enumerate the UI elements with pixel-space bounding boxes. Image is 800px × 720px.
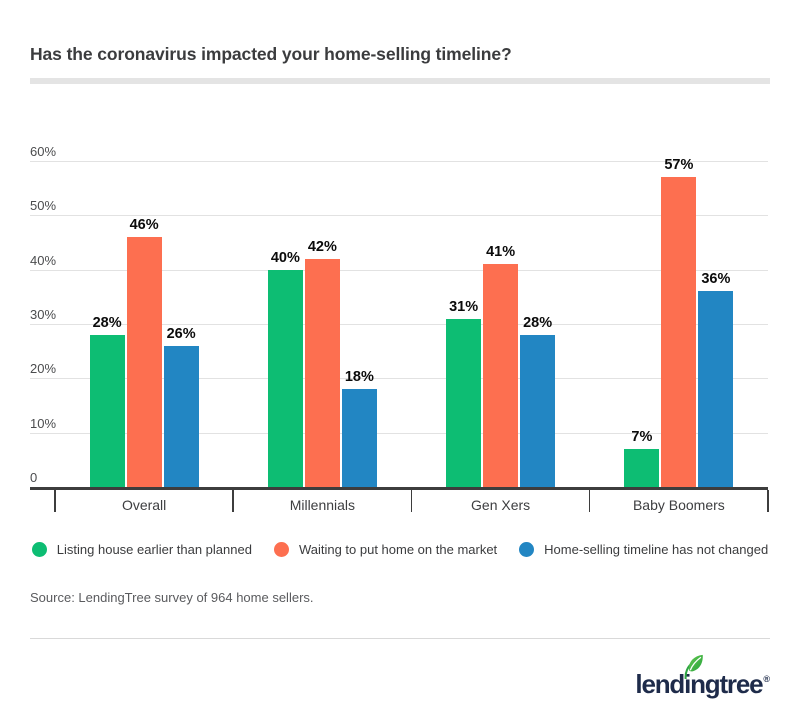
bar-value-label: 31% [449, 298, 479, 315]
y-axis-label: 10% [30, 416, 57, 431]
legend-marker-orange-icon [273, 541, 289, 557]
y-axis-label: 20% [30, 361, 57, 376]
bar-blue [163, 345, 199, 487]
bar-value-label: 26% [166, 325, 196, 342]
bar-green [624, 448, 660, 487]
bar-orange [483, 264, 519, 487]
gridline [30, 324, 768, 325]
gridline [30, 215, 768, 216]
footer-divider [30, 638, 770, 639]
x-axis-category-label: Gen Xers [471, 497, 531, 513]
x-axis-line [30, 487, 768, 490]
x-axis-category-label: Millennials [289, 497, 356, 513]
x-axis-category-label: Overall [121, 497, 167, 513]
bar-green [446, 318, 482, 487]
gridline [30, 161, 768, 162]
bar-value-label: 46% [129, 217, 159, 234]
legend-item: Home-selling timeline has not changed [519, 541, 769, 557]
bar-value-label: 41% [486, 244, 516, 261]
legend-item: Listing house earlier than planned [31, 541, 252, 557]
y-axis-label: 60% [30, 144, 57, 159]
x-axis-category-label: Baby Boomers [632, 497, 725, 513]
bar-value-label: 57% [664, 157, 694, 174]
bar-value-label: 18% [344, 369, 374, 386]
bar-green [267, 269, 303, 487]
legend-label: Listing house earlier than planned [56, 541, 252, 557]
bar-orange [126, 237, 162, 487]
chart-legend: Listing house earlier than planned Waitin… [30, 538, 770, 560]
bar-orange [304, 258, 340, 487]
logo-wordmark-wrap: lendingtree® [635, 654, 770, 702]
gridline [30, 433, 768, 434]
legend-marker-blue-icon [519, 541, 535, 557]
y-axis-label: 30% [30, 307, 57, 322]
gridline [30, 378, 768, 379]
y-axis-label: 0 [30, 470, 38, 485]
bar-blue [520, 334, 556, 487]
bar-value-label: 7% [631, 428, 653, 445]
registered-trademark-icon: ® [763, 674, 770, 684]
legend-label: Waiting to put home on the market [298, 541, 498, 557]
chart-title: Has the coronavirus impacted your home-s… [30, 44, 512, 64]
source-note: Source: LendingTree survey of 964 home s… [30, 590, 314, 605]
legend-item: Waiting to put home on the market [273, 541, 498, 557]
bar-value-label: 36% [701, 271, 731, 288]
gridline [30, 270, 768, 271]
x-axis-tick [410, 490, 412, 512]
bar-value-label: 40% [270, 249, 300, 266]
x-axis-tick [588, 490, 591, 512]
y-axis-label: 40% [30, 253, 57, 268]
x-axis-tick [54, 490, 56, 512]
leaf-icon [684, 654, 704, 679]
logo-wordmark: lendingtree [635, 669, 763, 699]
y-axis-label: 50% [30, 198, 57, 213]
legend-marker-green-icon [31, 541, 47, 557]
bar-orange [661, 177, 697, 487]
bar-value-label: 28% [523, 314, 553, 331]
x-axis-tick [767, 490, 769, 512]
x-axis-tick [232, 490, 234, 512]
bar-blue [341, 389, 377, 487]
bar-blue [698, 291, 734, 487]
legend-label: Home-selling timeline has not changed [544, 541, 769, 557]
title-divider [30, 78, 770, 84]
lendingtree-logo: lendingtree® [635, 654, 770, 702]
bar-green [89, 334, 125, 487]
bar-value-label: 28% [92, 314, 122, 331]
bar-value-label: 42% [307, 238, 337, 255]
